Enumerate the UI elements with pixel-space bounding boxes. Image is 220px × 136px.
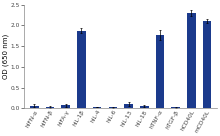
Y-axis label: OD (650 nm): OD (650 nm) [3,34,9,79]
Bar [203,21,211,108]
Bar [124,104,133,108]
Bar [93,107,101,108]
Bar [156,35,164,108]
Bar [61,105,70,108]
Bar [108,107,117,108]
Bar [77,31,86,108]
Bar [46,107,54,108]
Bar [30,106,39,108]
Bar [171,107,180,108]
Bar [187,13,196,108]
Bar [140,106,149,108]
